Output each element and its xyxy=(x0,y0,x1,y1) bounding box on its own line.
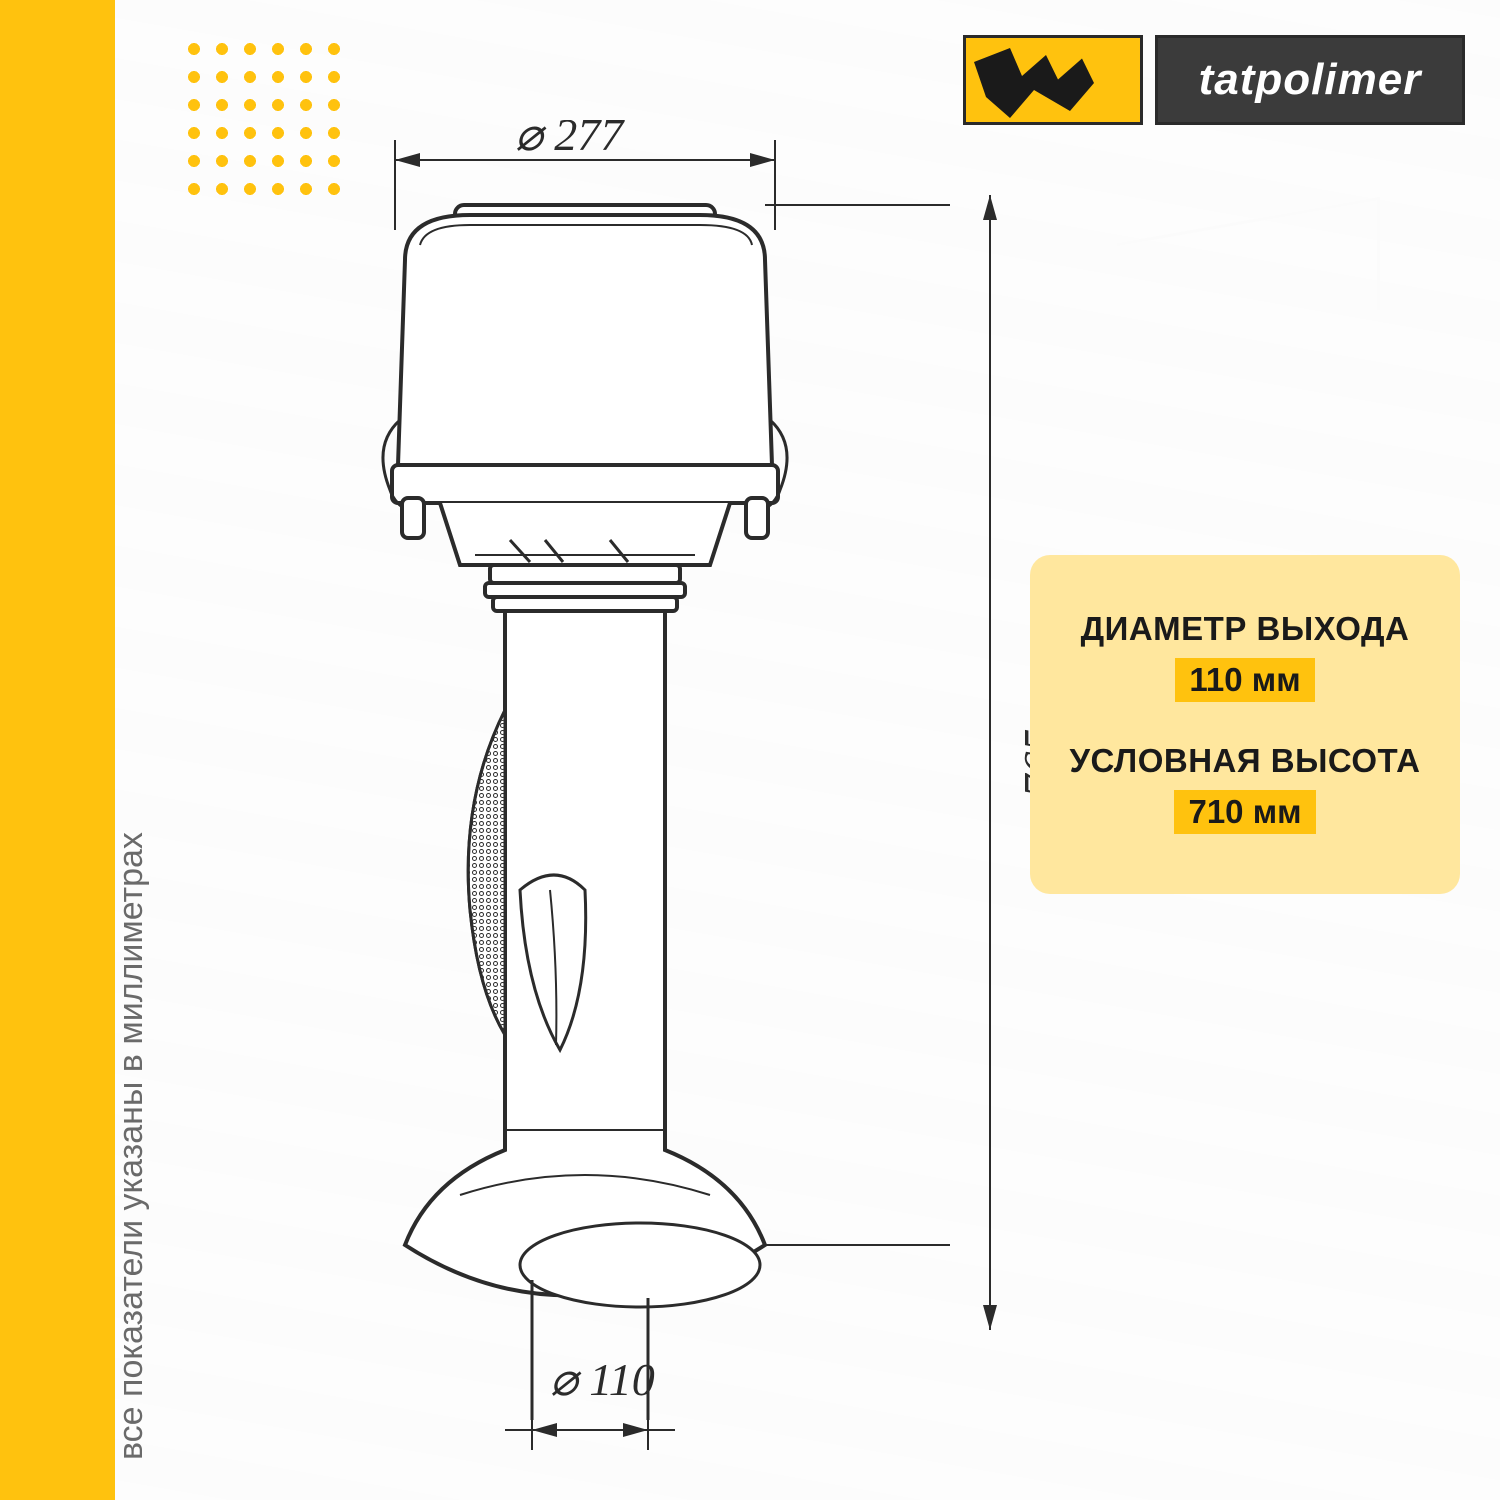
tiger-icon xyxy=(963,35,1143,125)
pipe xyxy=(468,611,665,1131)
dim-bottom-value: ⌀ 110 xyxy=(550,1354,655,1405)
page-subtitle: все показатели указаны в миллиметрах xyxy=(112,832,151,1460)
technical-drawing: ⌀ 277 xyxy=(310,120,950,1460)
spec-diameter-label: ДИАМЕТР ВЫХОДА xyxy=(1065,610,1425,648)
dim-top-value: ⌀ 277 xyxy=(515,120,625,160)
sidebar xyxy=(0,0,115,1500)
spec-height-value: 710 мм xyxy=(1174,790,1315,834)
brand-logo: tatpolimer xyxy=(963,35,1465,125)
spec-panel: ДИАМЕТР ВЫХОДА 110 мм УСЛОВНАЯ ВЫСОТА 71… xyxy=(1030,555,1460,894)
collar xyxy=(485,565,685,611)
spec-height-label: УСЛОВНАЯ ВЫСОТА xyxy=(1065,742,1425,780)
spec-diameter-value: 110 мм xyxy=(1175,658,1314,702)
brand-name: tatpolimer xyxy=(1155,35,1465,125)
cap xyxy=(383,205,787,565)
